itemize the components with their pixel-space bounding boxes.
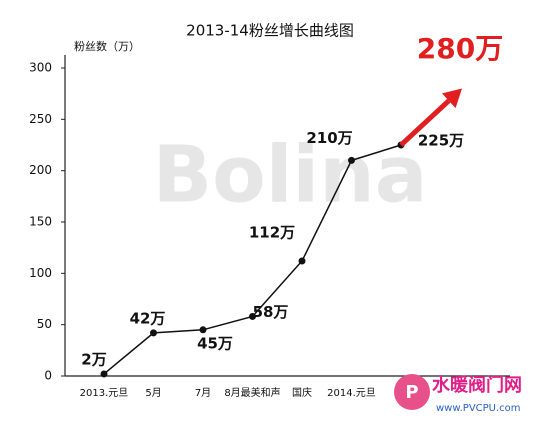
y-tick-label: 150 <box>29 215 52 229</box>
logo-mark: P <box>405 382 418 403</box>
projection-arrow <box>399 98 451 147</box>
point <box>348 156 355 164</box>
projection-label: 280万 <box>417 32 503 65</box>
x-tick-label: 2013.元旦 <box>80 387 129 399</box>
value-label: 112万 <box>249 224 295 242</box>
point <box>298 257 306 265</box>
chart-title: 2013-14粉丝增长曲线图 <box>186 22 354 40</box>
y-tick-label: 100 <box>29 266 52 280</box>
value-label: 225万 <box>418 132 464 150</box>
point <box>100 370 108 378</box>
logo: P 水暖阀门网 www.PVCPU.com <box>394 374 522 414</box>
value-label: 210万 <box>306 129 352 147</box>
value-label: 2万 <box>81 350 106 368</box>
point <box>150 329 157 337</box>
value-label: 58万 <box>253 303 289 321</box>
logo-name: 水暖阀门网 <box>432 374 522 396</box>
watermark: Bolina <box>153 130 428 220</box>
projection-arrowhead <box>441 88 462 109</box>
x-tick-label: 5月 <box>145 387 161 399</box>
point <box>199 326 207 334</box>
y-axis-label: 粉丝数（万） <box>74 40 140 53</box>
y-tick-label: 0 <box>44 369 52 383</box>
logo-icon <box>394 374 430 410</box>
point <box>249 312 256 320</box>
value-label: 42万 <box>130 309 166 327</box>
value-label: 45万 <box>197 334 233 352</box>
x-tick-label: 7月 <box>195 387 211 399</box>
y-tick-label: 200 <box>29 163 52 177</box>
y-tick-label: 250 <box>29 112 52 126</box>
x-tick-label: 国庆 <box>292 386 312 399</box>
x-tick-label: 8月最美和声 <box>224 386 280 399</box>
y-tick-label: 300 <box>29 61 52 75</box>
y-tick-label: 50 <box>37 317 52 331</box>
x-tick-label: 2014.元旦 <box>327 387 376 399</box>
logo-url: www.PVCPU.com <box>436 403 521 414</box>
